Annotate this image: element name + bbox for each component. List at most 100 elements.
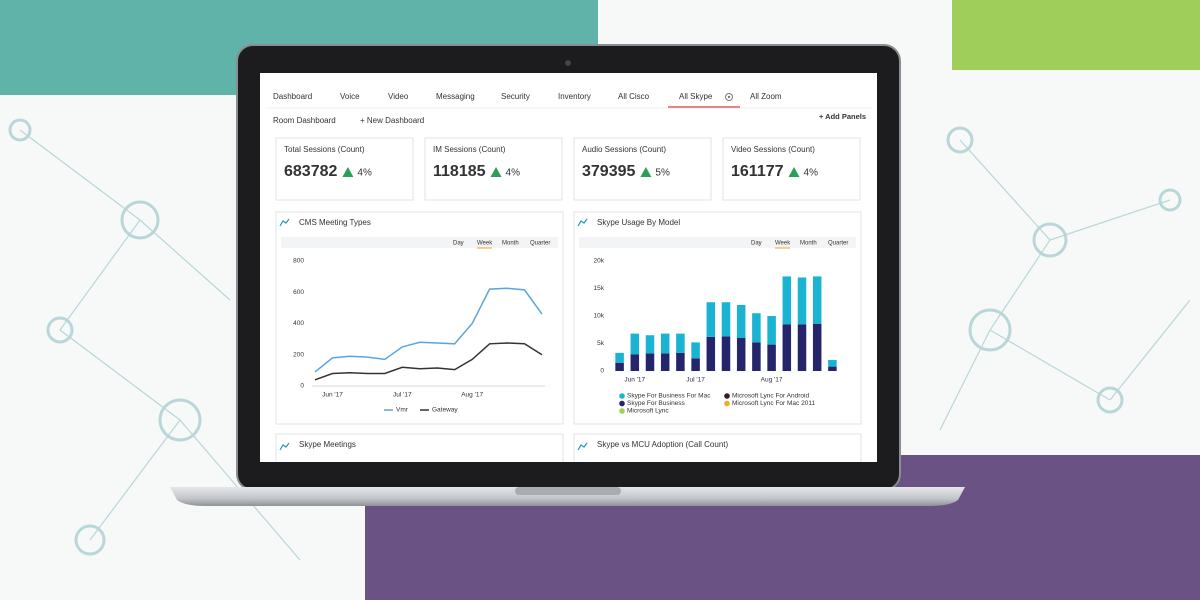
line-series [314,287,543,373]
bar-segment [645,353,655,371]
green-block [952,0,1200,70]
bar-segment [828,360,837,367]
bar-segment [782,324,792,371]
x-tick-label: Jun '17 [322,392,343,399]
legend-swatch [619,393,625,399]
bar-segment [691,342,700,359]
legend-label: Microsoft Lync For Android [732,393,809,400]
bar-segment [706,336,716,371]
nav-tab[interactable]: All Zoom [750,92,782,101]
time-range-option[interactable]: Week [477,241,493,247]
kpi-value: 683782 [284,163,337,180]
network-pattern [8,118,1191,561]
nav-tab[interactable]: All Cisco [618,92,650,101]
bar-segment [706,302,716,337]
legend-label: Skype For Business For Mac [627,393,711,400]
panel [573,433,862,462]
y-tick-label: 0 [300,383,304,390]
chart-title: CMS Meeting Types [299,218,371,227]
y-tick-label: 15k [594,285,605,292]
mention-icon [725,93,733,101]
time-range-option[interactable]: Month [502,241,519,247]
time-range-option[interactable]: Week [775,241,791,247]
time-range-bar [281,237,558,248]
legend-label: Skype For Business [627,400,686,407]
panel-title: Skype vs MCU Adoption (Call Count) [597,440,729,449]
bar-segment [752,342,761,371]
bar-segment [752,313,761,343]
sub-tab[interactable]: + New Dashboard [360,116,424,125]
camera [565,60,571,66]
nav-tab[interactable]: All Skype [679,92,713,101]
kpi-value: 379395 [582,163,635,180]
legend-swatch [724,393,730,399]
bar-segment [767,344,776,371]
bar-segment [782,276,792,325]
x-tick-label: Jul '17 [393,392,412,399]
y-tick-label: 800 [293,258,304,265]
legend-swatch [619,400,625,407]
time-range-bar [579,237,856,248]
panel-icon[interactable] [279,442,290,451]
legend-swatch [619,408,625,414]
bar-segment [812,276,822,324]
y-tick-label: 20k [594,258,605,265]
nav-tab[interactable]: Messaging [436,92,475,101]
nav-tab[interactable]: Video [388,92,409,101]
bar-segment [630,354,640,371]
kpi-change: 4% [506,168,521,179]
bar-segment [812,323,822,371]
legend-swatch [724,400,730,407]
kpi-label: IM Sessions (Count) [433,145,506,154]
sub-tab[interactable]: Room Dashboard [273,116,336,125]
time-range-option[interactable]: Month [800,241,817,247]
nav-tab[interactable]: Dashboard [273,92,312,101]
kpi-label: Audio Sessions (Count) [582,145,666,154]
panel-title: Skype Meetings [299,440,356,449]
bar-segment [828,366,837,371]
kpi-change: 4% [804,168,819,179]
chart-type-icon[interactable] [279,218,290,227]
time-range-option[interactable]: Quarter [828,241,848,247]
legend-label: Vmr [396,407,409,414]
y-tick-label: 0 [600,368,604,375]
line-series [314,342,543,381]
bar-segment [691,358,700,371]
time-range-option[interactable]: Day [453,241,464,247]
bar-segment [676,352,685,371]
laptop-base [170,487,965,506]
time-range-option[interactable]: Day [751,241,762,247]
time-range-option[interactable]: Quarter [530,241,550,247]
y-tick-label: 5k [597,340,605,347]
kpi-card [275,137,414,201]
kpi-up-arrow [788,167,800,177]
nav-tab[interactable]: Security [501,92,530,101]
bar-segment [767,316,776,345]
kpi-value: 118185 [433,163,486,180]
kpi-label: Total Sessions (Count) [284,145,365,154]
legend-label: Gateway [432,407,458,414]
bar-segment [721,336,731,371]
kpi-value: 161177 [731,163,784,180]
legend-label: Microsoft Lync [627,408,669,415]
kpi-card [722,137,861,201]
add-panels[interactable]: + Add Panels [819,112,866,121]
chart-type-icon[interactable] [577,218,588,227]
kpi-card [424,137,563,201]
panel [275,433,564,462]
y-tick-label: 600 [293,289,304,296]
y-tick-label: 10k [594,313,605,320]
bar-segment [660,333,670,354]
bar-segment [615,352,624,363]
kpi-up-arrow [640,167,652,177]
nav-tab[interactable]: Voice [340,92,360,101]
nav-tab[interactable]: Inventory [558,92,591,101]
panel-icon[interactable] [577,442,588,451]
x-tick-label: Jun '17 [624,377,645,384]
bar-segment [797,324,807,371]
bar-segment [721,302,731,337]
x-tick-label: Aug '17 [461,392,483,399]
bar-segment [630,333,640,355]
